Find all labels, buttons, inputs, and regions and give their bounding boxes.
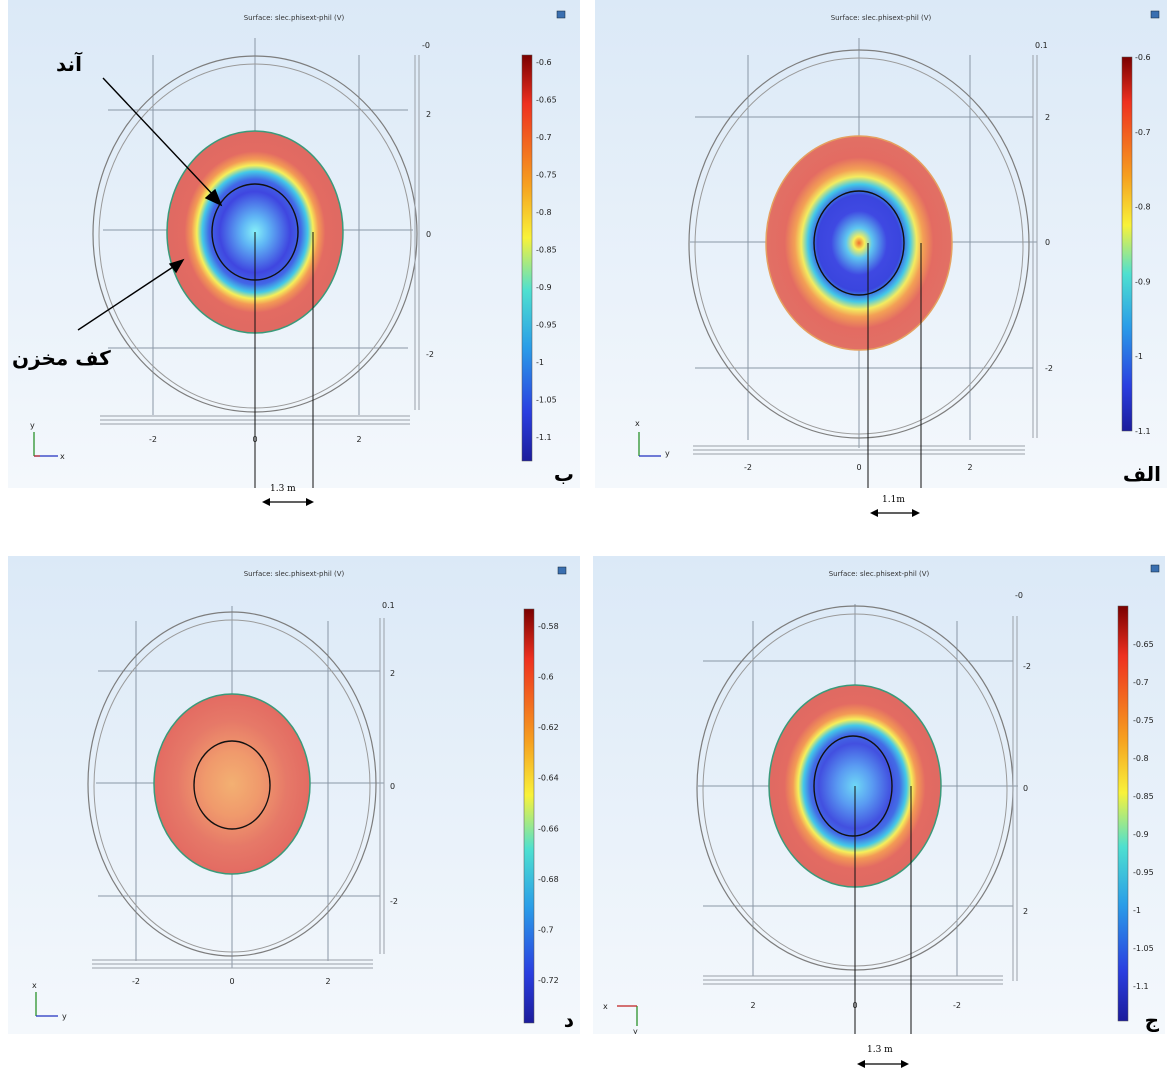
x-tick-label: 0 — [229, 977, 234, 986]
y-tick-label: -2 — [426, 350, 434, 359]
colorbar-tick-label: -0.7 — [1133, 678, 1149, 687]
colorbar-tick-label: -1.1 — [1135, 427, 1151, 436]
colorbar-tick-label: -1.05 — [1133, 944, 1154, 953]
y-tick-label: 0 — [426, 230, 431, 239]
x-tick-label: 2 — [356, 435, 361, 444]
plot-title: Surface: slec.phisext-phil (V) — [830, 14, 932, 22]
plot-title: Surface: slec.phisext-phil (V) — [828, 570, 930, 578]
plot-jim: -0.65 -0.7 -0.75 -0.8 -0.85 -0.9 -0.95 -1 -1.05 -… — [603, 564, 1160, 1034]
panel-label: الف — [1122, 462, 1161, 486]
plot-dal: -0.58 -0.6 -0.62 -0.64 -0.66 -0.68 -0.7 -0.72 -2… — [32, 566, 567, 1024]
x-tick-label: -2 — [132, 977, 140, 986]
colorbar-tick-label: -1.1 — [536, 433, 552, 442]
anode-annotation: آند — [56, 52, 82, 76]
colorbar-tick-label: -1.1 — [1133, 982, 1149, 991]
panel-label: ج — [1144, 1008, 1159, 1032]
x-tick-label: -2 — [149, 435, 157, 444]
colorbar-tick-label: -0.9 — [1133, 830, 1149, 839]
colorbar-tick-label: -0.58 — [538, 622, 559, 631]
colorbar-tick-label: -0.72 — [538, 976, 559, 985]
y-tick-label: 0 — [1045, 238, 1050, 247]
colorbar-tick-label: -0.75 — [1133, 716, 1154, 725]
y-tick-label: 2 — [1045, 113, 1050, 122]
x-tick-label: 2 — [750, 1001, 755, 1010]
y-tick-label: 0 — [1023, 784, 1028, 793]
scale-text: 1.1m — [882, 495, 905, 505]
top-axis-value: -0 — [422, 41, 430, 50]
colorbar-tick-label: -0.8 — [536, 208, 552, 217]
plot-title: Surface: slec.phisext-phil (V) — [243, 570, 345, 578]
colorbar-tick-label: -0.8 — [1133, 754, 1149, 763]
panel-label: د — [563, 1008, 574, 1032]
y-tick-label: 2 — [426, 110, 431, 119]
colorbar-tick-label: -1 — [536, 358, 544, 367]
colorbar-tick-label: -0.75 — [536, 171, 557, 180]
colorbar-tick-label: -0.6 — [1135, 53, 1151, 62]
colorbar-tick-label: -0.64 — [538, 774, 559, 783]
tank-floor-annotation: کف مخزن — [12, 346, 111, 370]
panel-jim: Surface: slec.phisext-phil (V) — [593, 556, 1165, 1034]
plot-be: -0.6 -0.65 -0.7 -0.75 -0.8 -0.85 -0.9 -0.95 -1 -1… — [30, 10, 566, 488]
colorbar-tick-label: -0.9 — [1135, 277, 1151, 286]
colorbar-tick-label: -0.68 — [538, 875, 559, 884]
plot-title: Surface: slec.phisext-phil (V) — [243, 14, 345, 22]
colorbar-tick-label: -0.65 — [1133, 640, 1154, 649]
colorbar-tick-label: -0.85 — [1133, 792, 1154, 801]
y-tick-label: 0 — [390, 782, 395, 791]
axis-label-vertical: y — [30, 421, 35, 430]
axis-label-horizontal: x — [603, 1002, 608, 1011]
y-tick-label: -2 — [1045, 364, 1053, 373]
axis-label-horizontal: y — [665, 449, 670, 458]
y-tick-label: -2 — [1023, 662, 1031, 671]
axis-label-vertical: x — [32, 981, 37, 990]
y-tick-label: -2 — [390, 897, 398, 906]
colorbar-tick-label: -1.05 — [536, 396, 557, 405]
colorbar-tick-label: -0.6 — [536, 58, 552, 67]
colorbar-tick-label: -0.95 — [536, 321, 557, 330]
scale-jim: 1.3 m — [857, 1045, 909, 1071]
colorbar-tick-label: -0.7 — [538, 925, 554, 934]
x-tick-label: 0 — [252, 435, 257, 444]
top-axis-value: 0.1 — [1035, 41, 1048, 50]
colorbar-tick-label: -0.95 — [1133, 868, 1154, 877]
colorbar-tick-label: -0.6 — [538, 673, 554, 682]
colorbar-tick-label: -1 — [1133, 906, 1141, 915]
scale-text: 1.3 m — [270, 484, 296, 494]
top-axis-value: 0.1 — [382, 601, 395, 610]
axis-label-vertical: x — [635, 419, 640, 428]
panel-dal: Surface: slec.phisext-phil (V) — [8, 556, 580, 1034]
top-axis-value: -0 — [1015, 591, 1023, 600]
colorbar-tick-label: -0.66 — [538, 824, 559, 833]
scale-be: 1.3 m — [262, 484, 314, 512]
axis-label-horizontal: y — [62, 1012, 67, 1021]
colorbar-tick-label: -0.65 — [536, 96, 557, 105]
axis-label-horizontal: x — [60, 452, 65, 461]
panel-label: ب — [553, 462, 574, 486]
colorbar-tick-label: -0.7 — [1135, 128, 1151, 137]
scale-alef: 1.1m — [870, 495, 920, 523]
x-tick-label: 2 — [967, 463, 972, 472]
x-tick-label: 0 — [856, 463, 861, 472]
y-tick-label: 2 — [1023, 907, 1028, 916]
scale-text: 1.3 m — [867, 1045, 893, 1055]
panel-alef: Surface: slec.phisext-phil (V) — [595, 0, 1167, 488]
colorbar-tick-label: -1 — [1135, 352, 1143, 361]
x-tick-label: -2 — [744, 463, 752, 472]
colorbar-tick-label: -0.8 — [1135, 203, 1151, 212]
x-tick-label: 0 — [852, 1001, 857, 1010]
y-tick-label: 2 — [390, 669, 395, 678]
colorbar-tick-label: -0.9 — [536, 283, 552, 292]
panel-be: Surface: slec.phisext-phil (V) — [8, 0, 580, 488]
x-tick-label: -2 — [953, 1001, 961, 1010]
colorbar-tick-label: -0.85 — [536, 246, 557, 255]
colorbar-tick-label: -0.62 — [538, 723, 559, 732]
plot-alef: -0.6 -0.7 -0.8 -0.9 -1 -1.1 -2 0 2 2 0 -2 0.1 y x — [635, 10, 1160, 488]
x-tick-label: 2 — [325, 977, 330, 986]
axis-label-vertical: y — [633, 1027, 638, 1034]
colorbar-tick-label: -0.7 — [536, 133, 552, 142]
